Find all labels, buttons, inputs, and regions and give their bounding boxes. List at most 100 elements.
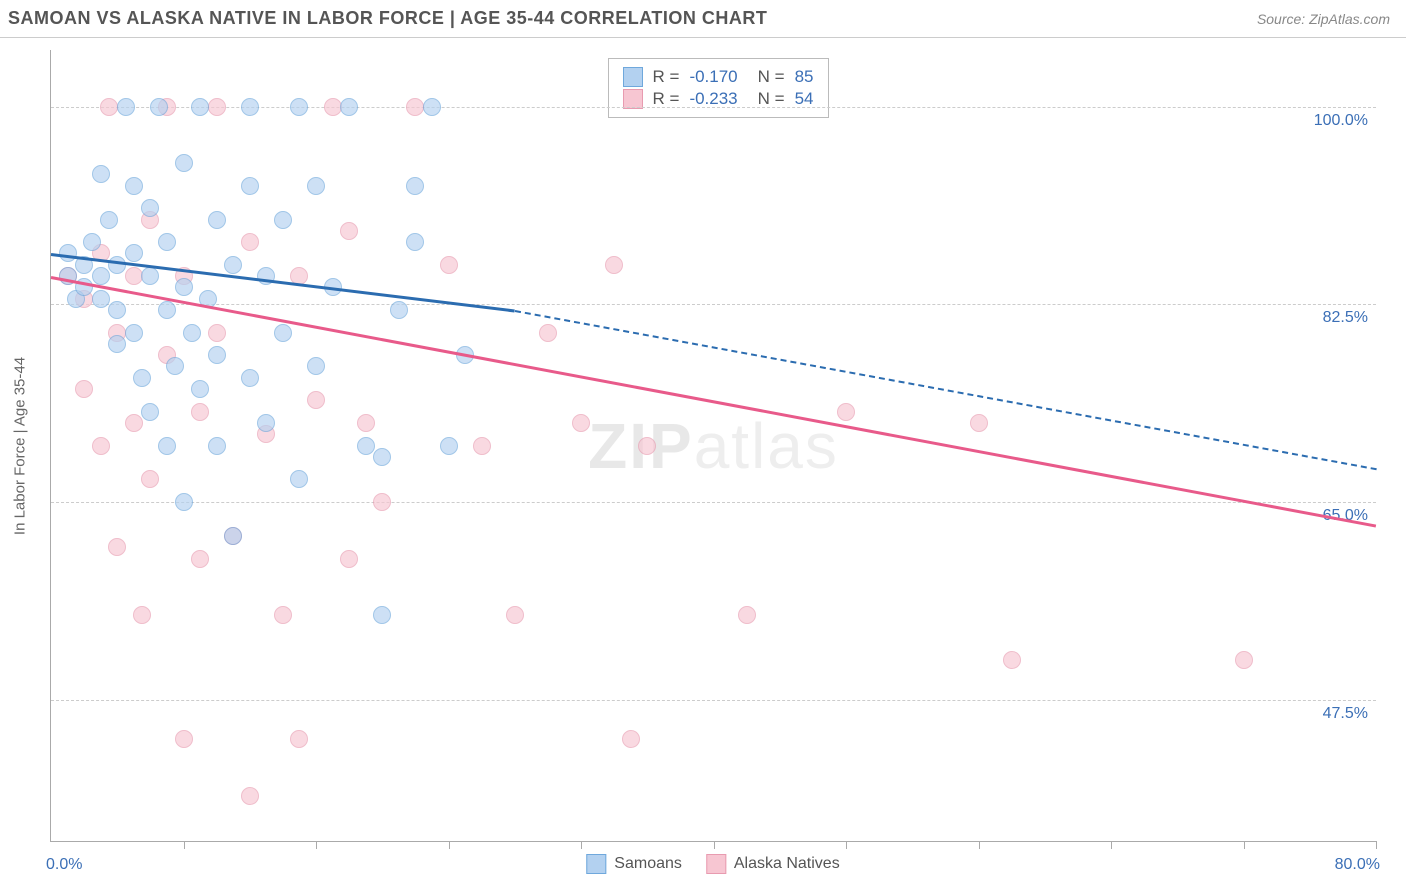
point-alaska [307, 391, 325, 409]
point-samoan [406, 233, 424, 251]
point-alaska [506, 606, 524, 624]
point-samoan [406, 177, 424, 195]
point-samoan [390, 301, 408, 319]
point-samoan [183, 324, 201, 342]
point-alaska [373, 493, 391, 511]
point-samoan [241, 98, 259, 116]
point-samoan [440, 437, 458, 455]
point-samoan [125, 244, 143, 262]
point-samoan [117, 98, 135, 116]
point-alaska [175, 730, 193, 748]
y-axis-label: In Labor Force | Age 35-44 [12, 357, 29, 535]
plot-region: ZIPatlas R = -0.170 N = 85 R = -0.233 N … [50, 50, 1376, 842]
gridline [51, 700, 1376, 701]
point-alaska [1003, 651, 1021, 669]
point-samoan [158, 437, 176, 455]
point-alaska [324, 98, 342, 116]
point-alaska [970, 414, 988, 432]
point-alaska [572, 414, 590, 432]
point-samoan [257, 414, 275, 432]
point-samoan [373, 606, 391, 624]
point-samoan [100, 211, 118, 229]
xtick [1376, 841, 1377, 849]
point-alaska [340, 550, 358, 568]
xtick [846, 841, 847, 849]
chart-header: SAMOAN VS ALASKA NATIVE IN LABOR FORCE |… [0, 0, 1406, 38]
point-samoan [290, 470, 308, 488]
point-alaska [125, 414, 143, 432]
point-samoan [423, 98, 441, 116]
point-samoan [141, 199, 159, 217]
xtick [184, 841, 185, 849]
gridline [51, 502, 1376, 503]
corr-n-label: N = [758, 67, 785, 87]
xtick [714, 841, 715, 849]
legend-item-alaska: Alaska Natives [706, 854, 840, 874]
point-samoan [92, 165, 110, 183]
point-alaska [638, 437, 656, 455]
swatch-alaska [706, 854, 726, 874]
xtick [581, 841, 582, 849]
point-alaska [241, 233, 259, 251]
point-alaska [738, 606, 756, 624]
point-samoan [175, 278, 193, 296]
point-alaska [191, 550, 209, 568]
point-alaska [92, 437, 110, 455]
point-samoan [208, 437, 226, 455]
ytick-label: 82.5% [1323, 309, 1368, 327]
point-samoan [141, 267, 159, 285]
point-samoan [141, 403, 159, 421]
legend-label-alaska: Alaska Natives [734, 855, 840, 873]
point-alaska [108, 538, 126, 556]
trendline-alaska [51, 276, 1377, 528]
legend-label-samoans: Samoans [614, 855, 682, 873]
corr-row-samoans: R = -0.170 N = 85 [623, 67, 814, 87]
point-samoan [92, 267, 110, 285]
point-samoan [241, 177, 259, 195]
point-alaska [100, 98, 118, 116]
corr-r-label: R = [653, 67, 680, 87]
point-alaska [622, 730, 640, 748]
chart-area: In Labor Force | Age 35-44 ZIPatlas R = … [50, 50, 1376, 842]
point-alaska [440, 256, 458, 274]
point-samoan [191, 98, 209, 116]
point-samoan [373, 448, 391, 466]
point-samoan [208, 346, 226, 364]
ytick-label: 47.5% [1323, 705, 1368, 723]
point-alaska [241, 787, 259, 805]
point-samoan [357, 437, 375, 455]
point-samoan [208, 211, 226, 229]
point-alaska [290, 730, 308, 748]
chart-title: SAMOAN VS ALASKA NATIVE IN LABOR FORCE |… [8, 8, 767, 29]
point-samoan [83, 233, 101, 251]
point-samoan [92, 290, 110, 308]
point-samoan [290, 98, 308, 116]
point-alaska [837, 403, 855, 421]
point-samoan [125, 324, 143, 342]
point-samoan [224, 527, 242, 545]
point-samoan [166, 357, 184, 375]
point-samoan [158, 233, 176, 251]
correlation-legend: R = -0.170 N = 85 R = -0.233 N = 54 [608, 58, 829, 118]
point-alaska [357, 414, 375, 432]
source-attribution: Source: ZipAtlas.com [1257, 11, 1390, 27]
point-samoan [274, 324, 292, 342]
point-samoan [108, 301, 126, 319]
point-samoan [133, 369, 151, 387]
x-min-label: 0.0% [46, 856, 82, 874]
point-samoan [241, 369, 259, 387]
point-samoan [191, 380, 209, 398]
gridline [51, 304, 1376, 305]
point-samoan [175, 154, 193, 172]
point-samoan [125, 177, 143, 195]
point-samoan [340, 98, 358, 116]
point-samoan [108, 335, 126, 353]
x-max-label: 80.0% [1335, 856, 1380, 874]
point-alaska [340, 222, 358, 240]
bottom-legend: Samoans Alaska Natives [586, 854, 839, 874]
swatch-samoans [586, 854, 606, 874]
corr-n-samoans: 85 [795, 67, 814, 87]
xtick [979, 841, 980, 849]
point-alaska [191, 403, 209, 421]
xtick [449, 841, 450, 849]
